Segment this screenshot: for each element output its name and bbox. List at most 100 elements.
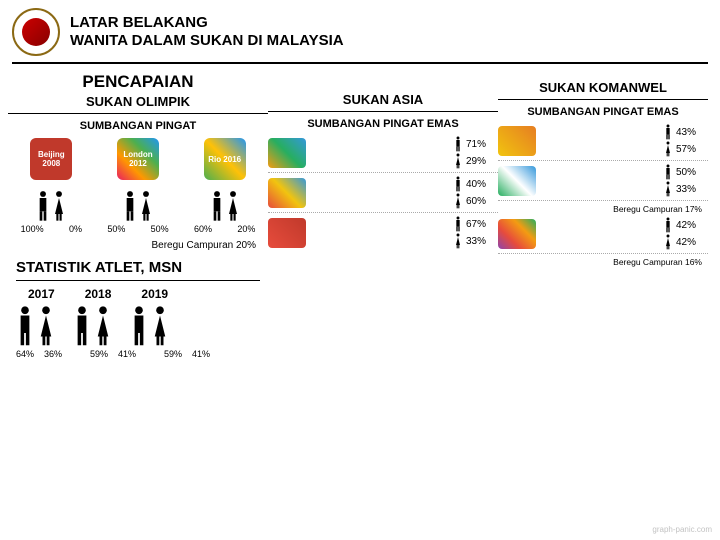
pct-value: 43% (676, 127, 702, 138)
pct-value: 42% (676, 237, 702, 248)
value-row: 40% (454, 176, 492, 192)
title-line2: WANITA DALAM SUKAN DI MALAYSIA (70, 32, 344, 50)
stats-years: 2017 2018 2019 (28, 287, 268, 301)
pct-value: 57% (676, 144, 702, 155)
event-logo (498, 219, 536, 249)
page-title: LATAR BELAKANG WANITA DALAM SUKAN DI MAL… (70, 14, 344, 50)
olympic-title: PENCAPAIAN (8, 72, 268, 92)
pct-pair: 64%36% (16, 349, 72, 359)
stats-title: STATISTIK ATLET, MSN (16, 259, 268, 276)
title-line1: LATAR BELAKANG (70, 14, 344, 32)
pct-pair: 59% 41% (164, 349, 220, 359)
pct-f: 41% (192, 349, 210, 359)
pct-value: 60% (466, 196, 492, 207)
pct-f: 36% (44, 349, 62, 359)
divider (16, 280, 260, 281)
header: LATAR BELAKANG WANITA DALAM SUKAN DI MAL… (0, 0, 720, 60)
value-row: 60% (454, 193, 492, 209)
female-icon (454, 153, 462, 169)
year: 2017 (28, 287, 55, 301)
beregu-note: Beregu Campuran 16% (498, 257, 702, 267)
content-columns: PENCAPAIAN SUKAN OLIMPIK SUMBANGAN PINGA… (0, 70, 720, 359)
value-row: 50% (664, 164, 702, 180)
stats-pcts: 64%36% 59% 41% 59% 41% (16, 349, 268, 359)
event-values: 43% 57% (664, 124, 702, 157)
logo-beijing: Beijing 2008 (30, 138, 72, 180)
event-values: 71% 29% (454, 136, 492, 169)
stats-people (16, 305, 268, 347)
male-icon (16, 305, 34, 347)
female-icon (454, 193, 462, 209)
logo-rio: Rio 2016 (204, 138, 246, 180)
female-icon (226, 190, 240, 222)
divider (12, 62, 708, 64)
pct-value: 40% (466, 179, 492, 190)
stat-pair (130, 305, 169, 347)
event-row: 71% 29% (268, 136, 498, 173)
female-icon (94, 305, 112, 347)
value-row: 67% (454, 216, 492, 232)
value-row: 57% (664, 141, 702, 157)
female-icon (454, 233, 462, 249)
asia-events: 71% 29% 40% 60% 67%33% (268, 136, 498, 252)
pct-pair: 59% 41% (90, 349, 146, 359)
olympic-subtitle: SUKAN OLIMPIK (8, 94, 268, 109)
pct: 50% (107, 224, 125, 234)
year: 2018 (85, 287, 112, 301)
value-row: 33% (454, 233, 492, 249)
pct-value: 29% (466, 156, 492, 167)
pct: 20% (237, 224, 255, 234)
male-icon (73, 305, 91, 347)
event-logo (498, 126, 536, 156)
female-icon (37, 305, 55, 347)
pct-m: 59% (90, 349, 108, 359)
value-row: 71% (454, 136, 492, 152)
divider (498, 99, 708, 100)
watermark: graph-panic.com (652, 525, 712, 534)
komanwel-title: SUKAN KOMANWEL (498, 80, 708, 95)
pair-2008 (36, 190, 66, 222)
male-icon (664, 217, 672, 233)
stat-pair (16, 305, 55, 347)
female-icon (52, 190, 66, 222)
female-icon (139, 190, 153, 222)
event-values: 67%33% (454, 216, 492, 249)
pct-f: 41% (118, 349, 136, 359)
logo-london: London 2012 (117, 138, 159, 180)
pct: 100% (21, 224, 44, 234)
event-row: 50%33% (498, 164, 708, 201)
pct: 0% (69, 224, 82, 234)
divider (8, 113, 268, 114)
male-icon (454, 176, 462, 192)
male-icon (664, 124, 672, 140)
female-icon (664, 181, 672, 197)
pct-value: 42% (676, 220, 702, 231)
beregu-note: Beregu Campuran 20% (8, 240, 256, 251)
event-logo (268, 178, 306, 208)
beregu-note: Beregu Campuran 17% (498, 204, 702, 214)
col-olympic: PENCAPAIAN SUKAN OLIMPIK SUMBANGAN PINGA… (8, 70, 268, 359)
olympic-pcts: 100% 0% 50% 50% 60% 20% (8, 224, 268, 234)
male-icon (210, 190, 224, 222)
female-icon (664, 141, 672, 157)
event-logo (498, 166, 536, 196)
male-icon (36, 190, 50, 222)
value-row: 29% (454, 153, 492, 169)
asia-sub: SUMBANGAN PINGAT EMAS (268, 118, 498, 130)
event-logo (268, 138, 306, 168)
pct-m: 59% (164, 349, 182, 359)
olympic-people (8, 190, 268, 222)
pct-value: 71% (466, 139, 492, 150)
event-row: 40% 60% (268, 176, 498, 213)
olympic-logos: Beijing 2008 London 2012 Rio 2016 (8, 138, 268, 180)
pct: 60% (194, 224, 212, 234)
pair-2012 (123, 190, 153, 222)
event-values: 40% 60% (454, 176, 492, 209)
komanwel-sub: SUMBANGAN PINGAT EMAS (498, 106, 708, 118)
event-logo (268, 218, 306, 248)
event-values: 50%33% (664, 164, 702, 197)
value-row: 43% (664, 124, 702, 140)
pct-value: 33% (676, 184, 702, 195)
olympic-sub2: SUMBANGAN PINGAT (8, 120, 268, 132)
divider (268, 111, 498, 112)
